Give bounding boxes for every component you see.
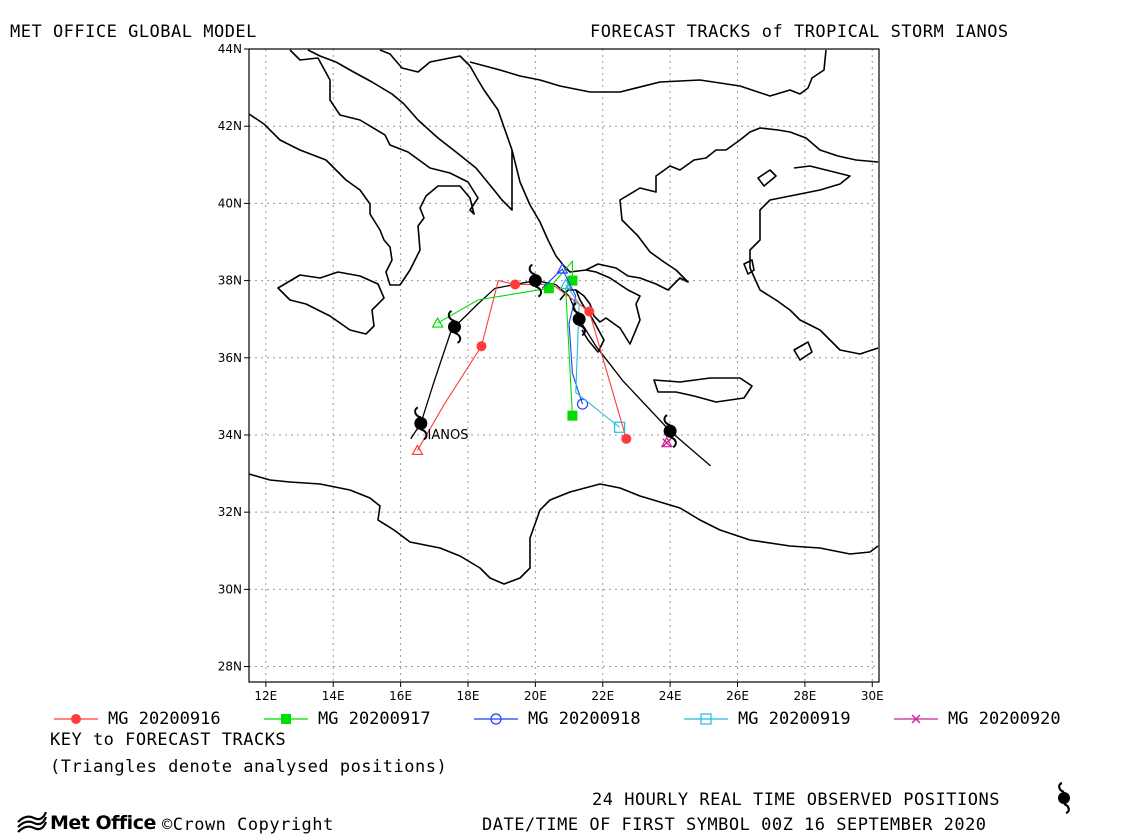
observed-storm-symbol xyxy=(447,310,462,344)
y-tick-label: 32N xyxy=(218,505,242,519)
forecast-map: 12E 14E 16E 18E 20E 22E 24E 26E 28E 30E 28N 30N 32N 3… xyxy=(218,42,884,703)
y-tick-label: 30N xyxy=(218,582,242,596)
met-office-wave-icon xyxy=(17,811,48,833)
y-tick-label: 42N xyxy=(218,119,242,133)
x-tick-label: 20E xyxy=(524,689,547,703)
observed-storm-symbol xyxy=(663,414,677,449)
track-marker-filled-square xyxy=(281,714,291,724)
track-marker-open-circle xyxy=(490,713,502,725)
legend-key-note: (Triangles denote analysed positions) xyxy=(50,757,448,777)
legend-label: MG 20200918 xyxy=(528,709,641,729)
track-marker-cross xyxy=(662,438,672,448)
x-tick-label: 28E xyxy=(793,689,816,703)
tropical-storm-icon xyxy=(1058,782,1070,814)
map-title-left: MET OFFICE GLOBAL MODEL xyxy=(10,22,257,42)
observed-storm-symbol xyxy=(414,406,428,441)
x-tick-label: 18E xyxy=(457,689,480,703)
analysed-position-triangle xyxy=(411,444,424,456)
x-tick-label: 30E xyxy=(861,689,884,703)
legend-swatch xyxy=(474,713,518,725)
forecast-track-line xyxy=(416,279,627,451)
y-tick-label: 44N xyxy=(218,42,242,56)
axis-ticks: 12E 14E 16E 18E 20E 22E 24E 26E 28E 30E 28N 30N 32N 3… xyxy=(218,42,884,703)
x-tick-label: 26E xyxy=(726,689,749,703)
legend-swatch xyxy=(54,714,98,724)
y-tick-label: 28N xyxy=(218,660,242,674)
legend-key-title: KEY to FORECAST TRACKS xyxy=(50,730,287,750)
analysed-position-triangle xyxy=(660,436,673,448)
legend-label: MG 20200920 xyxy=(948,709,1061,729)
legend: MG 20200916 MG 20200917 MG 20200918 MG 2020… xyxy=(50,708,1110,730)
track-marker-filled-circle xyxy=(584,306,595,317)
legend-label: MG 20200916 xyxy=(108,709,221,729)
analysed-position-triangle xyxy=(559,278,572,290)
track-marker-filled-square xyxy=(567,410,578,421)
y-tick-label: 40N xyxy=(218,196,242,210)
forecast-track-line xyxy=(565,284,620,428)
track-marker-filled-circle xyxy=(476,341,487,352)
legend-label: MG 20200917 xyxy=(318,709,431,729)
legend-swatch xyxy=(894,714,938,724)
observed-storm-symbol xyxy=(572,302,586,337)
track-marker-filled-square xyxy=(567,275,578,286)
y-tick-label: 38N xyxy=(218,274,242,288)
x-tick-label: 22E xyxy=(591,689,614,703)
track-marker-open-square xyxy=(613,421,626,433)
analysed-position-triangle xyxy=(556,262,569,274)
analysed-position-triangle xyxy=(431,316,444,328)
track-marker-cross xyxy=(911,714,921,724)
y-tick-label: 34N xyxy=(218,428,242,442)
grid-lines xyxy=(249,48,879,682)
forecast-track-line xyxy=(541,268,584,405)
legend-label: MG 20200919 xyxy=(738,709,851,729)
coastlines xyxy=(249,49,879,585)
x-tick-label: 12E xyxy=(254,689,277,703)
met-office-logo-text: Met Office xyxy=(50,812,156,834)
observed-storm-symbol xyxy=(528,263,543,298)
y-tick-label: 36N xyxy=(218,351,242,365)
legend-swatch xyxy=(264,714,308,724)
x-tick-label: 14E xyxy=(322,689,345,703)
track-marker-filled-circle xyxy=(621,433,632,444)
track-marker-filled-circle xyxy=(71,714,81,724)
map-frame xyxy=(248,48,880,683)
observed-positions-note: 24 HOURLY REAL TIME OBSERVED POSITIONS xyxy=(592,790,1000,810)
track-marker-filled-square xyxy=(543,283,554,294)
x-tick-label: 24E xyxy=(659,689,682,703)
first-symbol-datetime: DATE/TIME OF FIRST SYMBOL 00Z 16 SEPTEMB… xyxy=(482,815,987,835)
x-tick-label: 16E xyxy=(389,689,412,703)
track-marker-open-square xyxy=(700,713,712,725)
map-title-right: FORECAST TRACKS of TROPICAL STORM IANOS xyxy=(590,22,1009,42)
track-marker-filled-circle xyxy=(510,279,521,290)
met-office-logo: Met Office xyxy=(16,811,166,836)
storm-name-label: IANOS xyxy=(428,428,469,443)
forecast-tracks xyxy=(411,259,673,456)
track-marker-open-circle xyxy=(576,398,589,410)
observed-position-markers xyxy=(414,263,677,449)
copyright-notice: ©Crown Copyright xyxy=(162,815,334,835)
legend-swatch xyxy=(684,713,728,725)
